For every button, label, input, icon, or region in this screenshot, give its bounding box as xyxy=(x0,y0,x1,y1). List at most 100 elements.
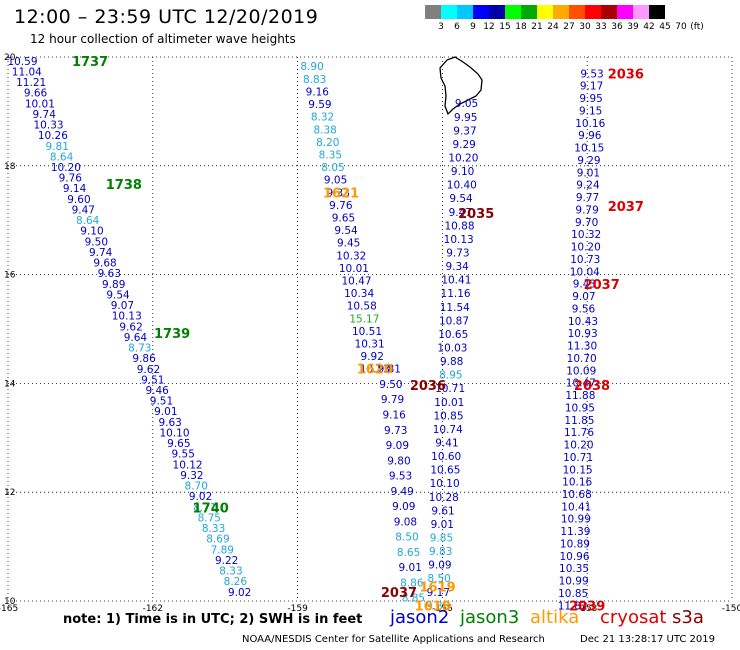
wave-height-value: 8.85 xyxy=(402,593,425,605)
wave-height-value: 9.34 xyxy=(445,261,469,273)
legend-label: 15 xyxy=(499,22,511,32)
wave-height-value: 9.46 xyxy=(145,385,169,397)
wave-height-value: 10.32 xyxy=(571,229,601,241)
wave-height-value: 9.79 xyxy=(575,204,598,216)
track-5-cryosat: 9.539.179.959.1510.169.9610.159.299.019.… xyxy=(558,68,606,612)
wave-height-value: 8.35 xyxy=(319,149,342,161)
wave-height-value: 9.02 xyxy=(228,587,251,599)
legend-swatch xyxy=(585,5,601,19)
wave-height-value: 10.01 xyxy=(339,263,369,275)
wave-height-value: 9.50 xyxy=(85,236,108,248)
pass-time-label: 2037 xyxy=(608,200,644,215)
satellite-name: altika xyxy=(530,607,580,628)
wave-height-value: 9.65 xyxy=(167,438,190,450)
legend-swatch xyxy=(521,5,537,19)
x-tick-label: -150 xyxy=(722,604,740,614)
legend-label: 30 xyxy=(579,22,591,32)
wave-height-value: 10.20 xyxy=(571,242,601,254)
wave-height-value: 10.87 xyxy=(439,315,469,327)
wave-height-value: 10.32 xyxy=(336,250,366,262)
wave-height-value: 11.39 xyxy=(560,526,590,538)
legend-label: 27 xyxy=(563,22,575,32)
wave-height-value: 9.33 xyxy=(327,187,350,199)
wave-height-value: 9.53 xyxy=(389,471,412,483)
wave-height-value: 9.29 xyxy=(577,155,600,167)
wave-height-value: 10.65 xyxy=(438,329,468,341)
wave-height-value: 8.65 xyxy=(397,547,420,559)
legend-swatch xyxy=(553,5,569,19)
wave-height-value: 9.01 xyxy=(154,406,177,418)
credit-line: NOAA/NESDIS Center for Satellite Applica… xyxy=(242,634,545,645)
legend-swatch xyxy=(601,5,617,19)
wave-height-value: 9.81 xyxy=(46,141,69,153)
wave-height-value: 9.76 xyxy=(59,173,83,185)
wave-height-value: 9.81 xyxy=(378,364,401,376)
wave-height-value: 9.88 xyxy=(440,356,463,368)
x-tick-label: -162 xyxy=(143,604,163,614)
wave-height-value: 9.45 xyxy=(337,238,360,250)
wave-height-value: 10.13 xyxy=(360,364,390,376)
wave-height-value: 9.92 xyxy=(361,351,384,363)
wave-height-value: 9.76 xyxy=(329,200,353,212)
wave-height-value: 8.50 xyxy=(427,573,450,585)
wave-height-value: 9.60 xyxy=(67,194,90,206)
y-tick-label: 10 xyxy=(4,597,16,607)
wave-height-value: 9.24 xyxy=(576,180,600,192)
pass-time-label: 1621 xyxy=(323,186,359,201)
wave-height-value: 10.35 xyxy=(559,563,589,575)
wave-height-value: 8.70 xyxy=(185,481,208,493)
wave-height-value: 11.21 xyxy=(16,77,46,89)
wave-height-value: 8.33 xyxy=(202,523,225,535)
track-4-s3a: 9.059.959.379.2910.209.1010.409.549.4710… xyxy=(426,98,479,612)
wave-height-value: 10.34 xyxy=(344,288,374,300)
wave-height-value: 8.33 xyxy=(219,566,242,578)
pass-time-label: 1739 xyxy=(154,327,190,342)
wave-height-value: 9.95 xyxy=(579,93,602,105)
wave-height-value: 10.96 xyxy=(559,551,589,563)
wave-height-value: 8.05 xyxy=(321,162,344,174)
wave-height-value: 10.01 xyxy=(434,397,464,409)
wave-height-value: 8.83 xyxy=(303,74,326,86)
wave-height-value: 9.79 xyxy=(381,394,404,406)
satellite-name: jason2 xyxy=(390,607,450,628)
wave-height-value: 9.70 xyxy=(575,217,598,229)
wave-height-value: 9.37 xyxy=(453,125,476,137)
wave-height-value: 9.01 xyxy=(577,167,600,179)
wave-height-value: 8.90 xyxy=(300,61,323,73)
wave-height-value: 10.31 xyxy=(355,339,385,351)
wave-height-value: 9.61 xyxy=(431,505,454,517)
wave-height-value: 10.12 xyxy=(173,459,203,471)
wave-height-value: 9.09 xyxy=(386,440,409,452)
wave-height-value: 10.60 xyxy=(431,451,461,463)
wave-height-value: 9.63 xyxy=(98,268,121,280)
wave-height-value: 11.88 xyxy=(565,390,595,402)
wave-height-value: 8.86 xyxy=(400,577,424,589)
wave-height-value: 10.73 xyxy=(570,254,600,266)
legend-label: 6 xyxy=(454,22,460,32)
wave-height-value: 9.09 xyxy=(428,560,451,572)
wave-height-value: 9.22 xyxy=(215,555,238,567)
pass-time-label: 2039 xyxy=(569,599,605,614)
wave-height-value: 8.95 xyxy=(439,370,462,382)
wave-height-value: 10.47 xyxy=(566,378,596,390)
wave-height-value: 8.38 xyxy=(313,124,336,136)
wave-height-value: 9.59 xyxy=(308,99,331,111)
legend-swatch xyxy=(425,5,441,19)
wave-height-value: 7.89 xyxy=(211,544,234,556)
wave-height-value: 11.76 xyxy=(564,427,594,439)
satellite-name: cryosat xyxy=(600,607,667,628)
grid-lines xyxy=(7,56,733,602)
satellite-name: s3a xyxy=(672,607,704,628)
wave-height-value: 10.15 xyxy=(574,143,604,155)
wave-height-value: 11.82 xyxy=(558,600,588,612)
wave-height-value: 9.80 xyxy=(387,455,410,467)
wave-height-value: 10.71 xyxy=(435,383,465,395)
wave-height-value: 9.64 xyxy=(124,332,148,344)
wave-height-value: 9.14 xyxy=(63,183,87,195)
pass-time-label: 2037 xyxy=(584,278,620,293)
wave-height-value: 9.47 xyxy=(72,204,95,216)
legend-label: 39 xyxy=(627,22,639,32)
pass-time-label: 1738 xyxy=(106,178,142,193)
wave-height-value: 9.43 xyxy=(573,279,596,291)
legend-swatch xyxy=(633,5,649,19)
